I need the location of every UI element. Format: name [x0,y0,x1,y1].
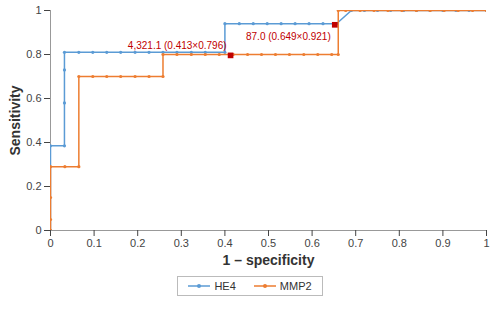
svg-text:0.1: 0.1 [86,237,101,249]
svg-text:1: 1 [483,237,489,249]
svg-text:0.2: 0.2 [26,180,41,192]
svg-text:4,321.1 (0.413×0.796): 4,321.1 (0.413×0.796) [128,40,227,51]
svg-text:0.3: 0.3 [174,237,189,249]
svg-text:0.5: 0.5 [261,237,276,249]
svg-text:1: 1 [35,4,41,16]
svg-text:1 – specificity: 1 – specificity [223,252,315,268]
svg-text:0: 0 [47,237,53,249]
svg-text:0.6: 0.6 [304,237,319,249]
html-text:MMP2: MMP2 [279,280,312,292]
svg-text:0.7: 0.7 [348,237,363,249]
svg-text:Sensitivity: Sensitivity [7,85,23,155]
svg-text:0: 0 [35,224,41,236]
html-text:HE4: HE4 [214,280,236,292]
svg-text:0.4: 0.4 [26,136,41,148]
svg-text:0.2: 0.2 [130,237,145,249]
svg-text:0.9: 0.9 [435,237,450,249]
svg-text:87.0 (0.649×0.921): 87.0 (0.649×0.921) [246,31,331,42]
svg-text:0.6: 0.6 [26,92,41,104]
svg-text:0.8: 0.8 [26,48,41,60]
svg-text:0.4: 0.4 [217,237,232,249]
svg-text:0.8: 0.8 [392,237,407,249]
